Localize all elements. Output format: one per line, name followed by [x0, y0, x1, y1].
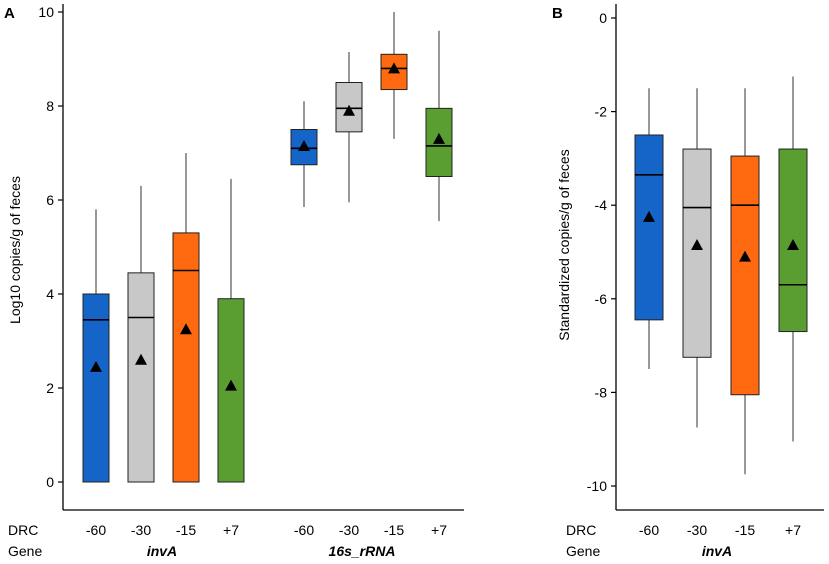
box-invA--15	[172, 153, 200, 483]
ytick-label: 0	[46, 474, 54, 490]
mean-marker	[90, 360, 102, 372]
mean-marker	[787, 238, 799, 250]
box-16s_rRNA--15	[380, 12, 408, 139]
ytick-label: 6	[46, 192, 54, 208]
ytick-label: 0	[599, 10, 607, 26]
box-invA--60	[634, 88, 664, 369]
mean-marker	[388, 62, 400, 74]
panel-a: A Log10 copies/g of feces 0 2 4 6 8 10 -60 -30…	[4, 4, 464, 559]
mean-marker	[433, 132, 445, 144]
drc-label: -30	[687, 522, 707, 538]
panel-b-gene-invA: invA	[702, 543, 732, 559]
mean-marker	[739, 250, 751, 262]
drc-label: -30	[339, 522, 359, 538]
ytick-label: 10	[38, 4, 54, 20]
box-body	[634, 134, 664, 321]
drc-label: +7	[223, 522, 239, 538]
box-invA--30	[682, 88, 712, 428]
drc-label: -15	[384, 522, 404, 538]
drc-label: +7	[431, 522, 447, 538]
box-invA-+7	[217, 178, 245, 483]
box-body	[682, 148, 712, 358]
panel-a-letter: A	[4, 5, 15, 22]
mean-marker	[225, 379, 237, 391]
mean-marker	[343, 104, 355, 116]
box-invA--15	[730, 88, 760, 475]
panel-b-boxes	[634, 76, 808, 475]
mean-marker	[180, 323, 192, 335]
box-16s_rRNA--60	[290, 101, 318, 208]
ytick-label: -4	[595, 197, 608, 213]
panel-b-gene-label: Gene	[566, 543, 600, 559]
panel-a-gene-label: Gene	[8, 543, 42, 559]
panel-a-drc-label: DRC	[8, 522, 38, 538]
panel-b-yticks: 0 -2 -4 -6 -8 -10	[587, 10, 616, 494]
ytick-label: -6	[595, 291, 608, 307]
ytick-label: 4	[46, 286, 54, 302]
mean-marker	[691, 238, 703, 250]
box-body	[730, 155, 760, 396]
panel-b-letter: B	[552, 5, 563, 22]
drc-label: +7	[785, 522, 801, 538]
box-invA-+7	[778, 76, 808, 442]
panel-b-drc-label: DRC	[566, 522, 596, 538]
mean-marker	[643, 210, 655, 222]
panel-a-gene-16s: 16s_rRNA	[329, 543, 396, 559]
drc-label: -15	[176, 522, 196, 538]
box-body	[82, 293, 110, 483]
drc-label: -60	[294, 522, 314, 538]
ytick-label: -10	[587, 478, 607, 494]
panel-a-gene-invA: invA	[147, 543, 177, 559]
mean-marker	[298, 139, 310, 151]
ytick-label: 8	[46, 98, 54, 114]
mean-marker	[135, 353, 147, 365]
drc-label: -60	[639, 522, 659, 538]
box-body	[127, 272, 155, 483]
panel-a-categories: -60 -30 -15 +7 -60 -30 -15 +7	[86, 522, 447, 538]
drc-label: -60	[86, 522, 106, 538]
box-invA--60	[82, 209, 110, 483]
ytick-label: -2	[595, 104, 608, 120]
box-16s_rRNA--30	[335, 51, 363, 203]
ytick-label: 2	[46, 380, 54, 396]
panel-a-yticks: 0 2 4 6 8 10	[38, 4, 63, 490]
panel-b-ylabel: Standardized copies/g of feces	[556, 149, 572, 340]
panel-a-ylabel: Log10 copies/g of feces	[7, 176, 23, 324]
box-16s_rRNA-+7	[425, 30, 453, 222]
drc-label: -15	[735, 522, 755, 538]
box-body	[172, 232, 200, 483]
box-invA--30	[127, 185, 155, 483]
drc-label: -30	[131, 522, 151, 538]
panel-b: B Standardized copies/g of feces 0 -2 -4 -6…	[552, 4, 824, 559]
ytick-label: -8	[595, 384, 608, 400]
panel-b-categories: -60 -30 -15 +7	[639, 522, 801, 538]
panel-a-boxes	[82, 12, 453, 483]
